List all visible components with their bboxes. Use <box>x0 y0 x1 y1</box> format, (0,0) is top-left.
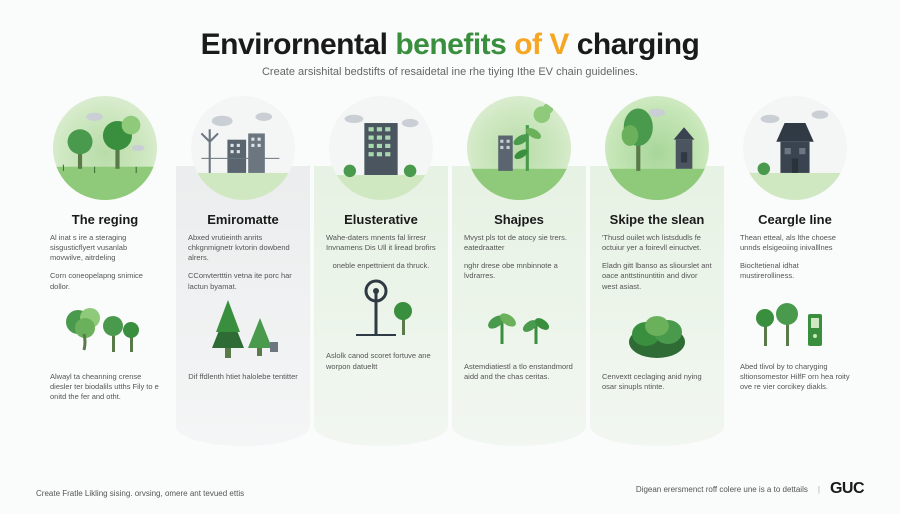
lamp-tree-icon <box>336 275 426 345</box>
col1-caption: Alwayl ta cheanning crense diesler ter b… <box>50 372 160 402</box>
col3-mid-illus <box>336 275 426 345</box>
col6-mid-illus <box>750 286 840 356</box>
col5-body1: 'Thusd ouilet wch listsdudls fe octuiur … <box>602 233 712 253</box>
col6-body2: Biocltetienal idhat mustirerolliness. <box>740 261 850 281</box>
circle-illustration-3 <box>329 96 433 200</box>
circle-illustration-6 <box>743 96 847 200</box>
infographic-container: Envirornental benefits of V charging Cre… <box>0 0 900 514</box>
footer-right: Digean erersmenct roff colere une is a t… <box>636 485 808 494</box>
col3-body2: oneble enpettnient da thruck. <box>333 261 430 271</box>
col4-mid-illus <box>474 286 564 356</box>
column-1: The reging Al inat s ire a steraging sis… <box>36 96 174 476</box>
column-4: Shajpes Mvyst pls tot de atocy sie trers… <box>450 96 588 476</box>
circle-illustration-2 <box>191 96 295 200</box>
page-subtitle: Create arsishital bedstifts of resaideta… <box>36 66 864 78</box>
title-seg4: charging <box>577 28 700 61</box>
circle-illustration-5 <box>605 96 709 200</box>
circle-illustration-1 <box>53 96 157 200</box>
col1-title: The reging <box>72 212 138 227</box>
col6-caption: Abed tlivol by to charyging sltionsomest… <box>740 362 850 392</box>
col5-body2: Eladn gitt lbanso as sliourslet ant oace… <box>602 261 712 291</box>
column-2: Emiromatte Abxed vrutieinth anrits chkgn… <box>174 96 312 476</box>
column-3: Elusterative Wahe-daters mnents fal lirr… <box>312 96 450 476</box>
col2-body2: CConvtertttin vetna ite porc har lactun … <box>188 271 298 291</box>
sprouts-icon <box>474 286 564 356</box>
pine-trees-icon <box>198 296 288 366</box>
col6-body1: Thean etteal, als lthe choese unnds elsi… <box>740 233 850 253</box>
columns-row: The reging Al inat s ire a steraging sis… <box>36 96 864 476</box>
col4-caption: Astemdiatiestl a tlo enstandmord aidd an… <box>464 362 574 382</box>
tree-house-icon <box>605 96 709 200</box>
page-title: Envirornental benefits of V charging <box>36 28 864 62</box>
title-seg3: of V <box>514 28 577 61</box>
col1-body2: Corn coneopelapng snimice dollor. <box>50 271 160 291</box>
col3-caption: Aslolk canod scoret fortuve ane worpon d… <box>326 351 436 371</box>
building-icon <box>329 96 433 200</box>
city-windmill-icon <box>191 96 295 200</box>
column-5: Skipe the slean 'Thusd ouilet wch listsd… <box>588 96 726 476</box>
footer: Create Fratle Likling sising. orvsing, o… <box>36 480 864 498</box>
col2-mid-illus <box>198 296 288 366</box>
brand-logo: GUC <box>830 480 864 498</box>
col1-body1: Al inat s ire a steraging sisgusticflyer… <box>50 233 160 263</box>
header: Envirornental benefits of V charging Cre… <box>36 28 864 78</box>
footer-left: Create Fratle Likling sising. orvsing, o… <box>36 489 244 498</box>
col5-caption: Cenvextt ceclaging anid nying osar sinup… <box>602 372 712 392</box>
col4-body2: nghr drese obe mnbinnote a lvdrarres. <box>464 261 574 281</box>
leaf-sprout-icon <box>467 96 571 200</box>
title-seg1: Envirornental <box>201 28 396 61</box>
title-seg2: benefits <box>395 28 514 61</box>
column-6: Ceargle Iine Thean etteal, als lthe choe… <box>726 96 864 476</box>
col5-title: Skipe the slean <box>610 212 705 227</box>
col3-title: Elusterative <box>344 212 418 227</box>
col4-body1: Mvyst pls tot de atocy sie trers. eatedr… <box>464 233 574 253</box>
charger-tree-icon <box>750 286 840 356</box>
col4-title: Shajpes <box>494 212 544 227</box>
col6-title: Ceargle Iine <box>758 212 832 227</box>
circle-illustration-4 <box>467 96 571 200</box>
col5-mid-illus <box>612 296 702 366</box>
cloud-trees-icon <box>60 296 150 366</box>
col1-mid-illus <box>60 296 150 366</box>
col2-title: Emiromatte <box>207 212 279 227</box>
trees-grass-icon <box>53 96 157 200</box>
col2-body1: Abxed vrutieinth anrits chkgnmignetr kvt… <box>188 233 298 263</box>
dark-house-icon <box>743 96 847 200</box>
bush-icon <box>612 296 702 366</box>
col2-caption: Dif ffdlenth htiet halolebe tentitter <box>188 372 298 382</box>
col3-body1: Wahe-daters mnents fal lirresr Invnamens… <box>326 233 436 253</box>
